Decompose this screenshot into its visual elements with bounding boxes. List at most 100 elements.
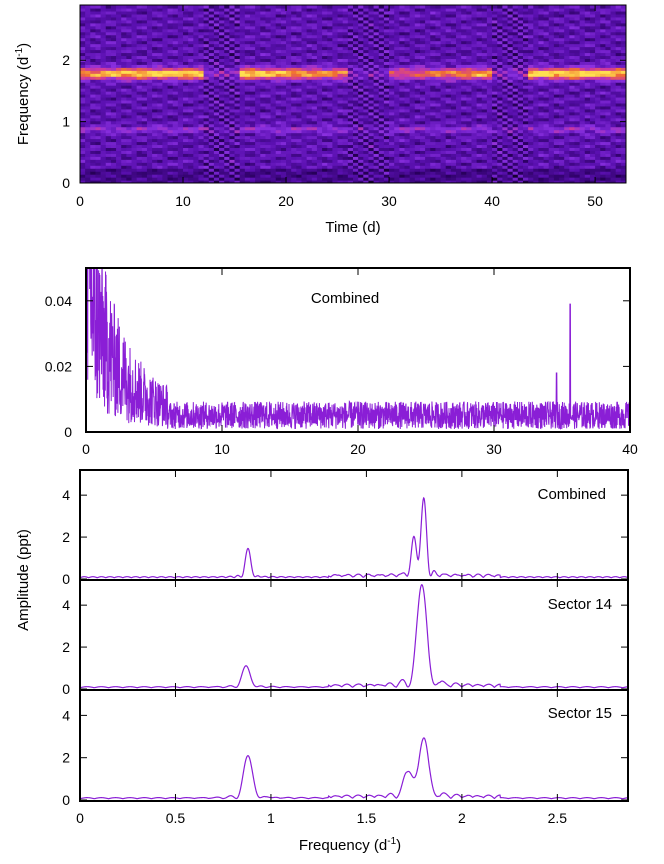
spectrogram-cell <box>203 31 210 36</box>
spectrogram-cell <box>471 141 478 146</box>
spectrogram-cell <box>445 168 452 172</box>
spectrogram-cell <box>152 123 158 128</box>
spectrogram-cell <box>183 171 189 175</box>
spectrogram-cell <box>110 132 117 137</box>
spectrogram-cell <box>110 114 117 119</box>
spectrogram-cell <box>378 16 385 21</box>
spectrogram-cell <box>121 108 127 113</box>
spectrogram-cell <box>322 171 328 175</box>
spectrogram-cell <box>203 22 210 27</box>
spectrogram-cell <box>188 34 194 39</box>
spectrogram-cell <box>368 111 375 116</box>
spectrogram-cell <box>306 13 313 18</box>
spectrogram-cell <box>280 67 287 71</box>
spectrogram-cell <box>219 105 225 110</box>
spectrogram-cell <box>332 43 339 48</box>
spectrogram-cell <box>306 5 313 9</box>
spectrogram-cell <box>347 28 354 33</box>
spectrogram-cell <box>502 37 509 42</box>
spectrogram-cell <box>152 37 158 42</box>
spectrogram-cell <box>157 85 164 89</box>
spectrogram-cell <box>497 25 503 30</box>
spectrogram-cell <box>497 5 503 9</box>
spectrogram-cell <box>126 135 133 140</box>
spectrogram-cell <box>286 108 292 113</box>
spectrogram-cell <box>476 117 483 122</box>
spectrogram-cell <box>95 61 102 65</box>
spectrogram-cell <box>100 58 107 62</box>
spectrogram-cell <box>471 10 478 15</box>
spectrogram-cell <box>126 153 133 157</box>
spectrogram-cell <box>456 5 462 9</box>
spectrogram-cell <box>425 102 431 107</box>
spectrogram-cell <box>100 67 107 71</box>
spectrogram-cell <box>450 117 457 122</box>
spectrogram-cell <box>219 10 225 15</box>
spectrogram-cell <box>435 114 442 119</box>
spectrogram-cell <box>461 141 467 146</box>
spectrogram-cell <box>466 73 473 77</box>
spectrogram-cell <box>306 108 313 113</box>
spectrogram-cell <box>347 61 354 65</box>
spectrogram-cell <box>497 177 503 181</box>
spectrogram-cell <box>419 13 426 18</box>
spectrogram-cell <box>280 138 287 143</box>
spectrogram-cell <box>198 49 205 54</box>
spectrogram-cell <box>486 177 493 181</box>
spectrogram-cell <box>486 28 493 33</box>
spectrogram-cell <box>358 91 364 95</box>
spectrogram-cell <box>80 129 86 134</box>
spectrogram-cell <box>296 117 303 122</box>
spectrogram-cell <box>280 165 287 169</box>
spectrogram-cell <box>486 138 493 143</box>
spectrogram-cell <box>131 111 138 116</box>
spectrogram-cell <box>456 61 462 65</box>
spectrogram-cell <box>131 138 138 143</box>
spectrogram-cell <box>322 159 328 163</box>
spectrogram-cell <box>177 19 184 24</box>
spectrogram-cell <box>404 99 411 104</box>
spectrogram-cell <box>471 150 478 154</box>
spectrogram-cell <box>337 16 344 21</box>
spectrogram-cell <box>291 55 297 59</box>
spectrogram-cell <box>450 147 457 151</box>
spectrogram-cell <box>430 61 437 65</box>
spectrogram-cell <box>188 174 194 178</box>
spectrogram-cell <box>213 159 220 163</box>
spectrogram-cell <box>316 25 323 30</box>
spectrogram-cell <box>492 70 498 74</box>
spectrogram-cell <box>146 91 153 95</box>
spectrogram-cell <box>502 96 509 101</box>
spectrogram-cell <box>116 126 122 131</box>
spectrogram-cell <box>172 96 179 101</box>
spectrogram-cell <box>188 135 194 140</box>
spectrogram-cell <box>461 132 467 137</box>
spectrogram-cell <box>126 180 133 183</box>
spectrogram-cell <box>172 52 179 57</box>
spectrogram-cell <box>172 117 179 122</box>
spectrogram-cell <box>481 177 488 181</box>
spectrogram-cell <box>229 19 236 24</box>
spectrogram-cell <box>456 117 462 122</box>
spectrogram-cell <box>152 111 158 116</box>
spectrogram-cell <box>131 67 138 71</box>
spectrogram-cell <box>198 126 205 131</box>
spectrogram-cell <box>486 159 493 163</box>
spectrogram-cell <box>121 144 127 148</box>
spectrogram-cell <box>100 123 107 128</box>
spectrogram-cell <box>183 156 189 160</box>
spectrogram-cell <box>322 28 328 33</box>
spectrogram-cell <box>234 141 241 146</box>
spectrogram-cell <box>255 64 261 68</box>
spectrogram-cell <box>332 82 339 86</box>
spectrogram-cell <box>126 49 133 54</box>
spectrogram-cell <box>322 67 328 71</box>
spectrogram-cell <box>347 117 354 122</box>
spectrogram-cell <box>172 34 179 39</box>
spectrogram-cell <box>131 150 138 154</box>
spectrogram-cell <box>301 88 308 92</box>
spectrogram-cell <box>430 5 437 9</box>
spectrogram-cell <box>419 85 426 89</box>
spectrogram-cell <box>260 25 267 30</box>
spectrogram-cell <box>162 99 169 104</box>
